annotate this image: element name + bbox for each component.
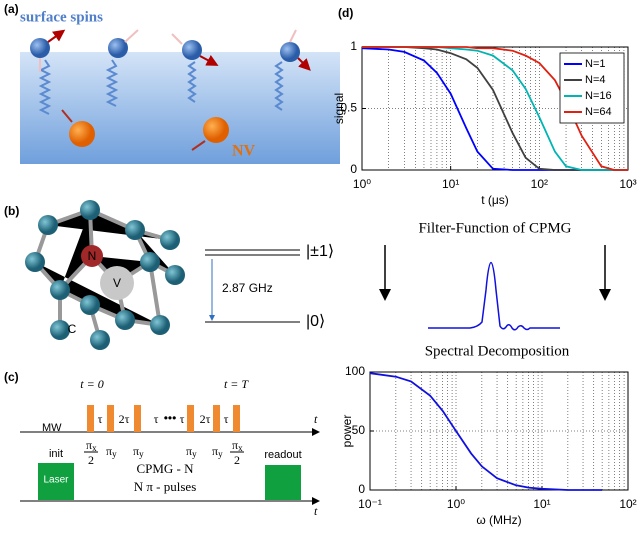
legend-label: N=16: [585, 90, 612, 102]
x-tick-label: 10⁰: [353, 177, 371, 191]
cpmg-label: CPMG - N: [136, 461, 194, 476]
pulse-label: πx: [86, 438, 97, 453]
panel-b: (b) N V C |±1⟩ |0⟩ 2.87 GHz: [4, 200, 334, 350]
atom-label: C: [68, 322, 77, 336]
panel-a: (a) surface spins NV: [4, 2, 340, 164]
pulse-den: 2: [88, 453, 94, 467]
mw-pulse: [187, 405, 194, 432]
pulse-symbol: π: [232, 438, 238, 452]
gap-label: 2.87 GHz: [222, 281, 273, 295]
filter-function: [428, 262, 560, 331]
axis-label: t: [314, 412, 318, 426]
x-tick-label: 10¹: [533, 497, 550, 511]
x-axis-label: ω (MHz): [476, 513, 521, 527]
pulse-label: πx: [232, 438, 243, 453]
delay-label: τ: [154, 412, 159, 426]
spectral-title: Spectral Decomposition: [425, 343, 570, 359]
panel-label: (b): [4, 204, 19, 218]
y-tick-label: 0.5: [340, 101, 357, 115]
surface: [20, 52, 340, 164]
panel-label: (c): [4, 370, 19, 384]
pulse-sub: y: [192, 449, 197, 459]
laser-pulse: [38, 463, 74, 500]
level-label: |±1⟩: [306, 243, 334, 260]
readout-label: readout: [264, 449, 301, 461]
delay-label: τ: [224, 412, 229, 426]
x-tick-label: 10³: [619, 177, 636, 191]
nv-label: NV: [232, 143, 256, 160]
legend-label: N=64: [585, 106, 612, 118]
levels: [205, 249, 300, 323]
plot-frame: [369, 371, 629, 491]
delay-label: 2τ: [200, 412, 211, 426]
y-axis-label: signal: [332, 93, 346, 124]
atom-label: V: [113, 276, 121, 290]
level-label: |0⟩: [306, 313, 325, 330]
x-tick-label: 10¹: [442, 177, 459, 191]
panel-d: (d) Filter-Function of CPMG Spectral Dec…: [338, 6, 611, 359]
y-tick-label: 50: [352, 423, 366, 437]
legend-label: N=4: [585, 74, 606, 86]
readout-pulse: [265, 465, 301, 500]
init-label: init: [49, 448, 63, 460]
y-tick-label: 100: [345, 364, 365, 378]
legend-label: N=1: [585, 58, 606, 70]
delay-label: τ: [98, 412, 103, 426]
pulse-sub: y: [139, 449, 144, 459]
x-axis-label: t (μs): [481, 193, 509, 207]
pulse-symbol: π: [212, 444, 218, 458]
pulse-symbol: π: [106, 444, 112, 458]
pulse-sub: y: [218, 449, 223, 459]
line: [362, 46, 628, 171]
panel-label: (d): [338, 6, 353, 20]
mw-pulse: [213, 405, 220, 432]
filter-title: Filter-Function of CPMG: [418, 220, 571, 236]
plot-frame: [361, 46, 629, 171]
springs: [38, 59, 284, 115]
panel-label: (a): [4, 2, 19, 16]
axis-label: t: [314, 504, 318, 518]
x-tick-label: 10²: [619, 497, 636, 511]
mw-pulse: [107, 405, 114, 432]
y-axis-label: power: [340, 415, 354, 448]
pulse-label: πy: [106, 444, 117, 459]
pulse-label: πy: [186, 444, 197, 459]
pulse-symbol: π: [86, 438, 92, 452]
x-tick-label: 10²: [531, 177, 548, 191]
mw-label: MW: [42, 422, 62, 434]
x-tick-label: 10⁻¹: [358, 497, 382, 511]
atom-label: N: [88, 249, 97, 263]
mw-pulse: [233, 405, 240, 432]
spins: [30, 29, 311, 151]
line: [369, 372, 603, 491]
pulse-sub: x: [92, 443, 97, 453]
laser-label: Laser: [43, 475, 69, 486]
pulse-den: 2: [234, 453, 240, 467]
pulse-symbol: π: [186, 444, 192, 458]
y-tick-label: 0: [358, 482, 365, 496]
delay-label: 2τ: [119, 412, 130, 426]
pulse-symbol: π: [133, 444, 139, 458]
time-label: t = 0: [80, 377, 103, 391]
time-label: t = T: [224, 377, 249, 391]
pulse-label: πy: [133, 444, 144, 459]
carbon-atoms: [25, 200, 185, 350]
ellipsis: •••: [164, 411, 177, 425]
mw-pulse: [134, 405, 141, 432]
mw-pulse: [87, 405, 94, 432]
panel-c: (c) t = 0 t = T MW init Laser readout CP…: [4, 370, 320, 518]
y-tick-label: 0: [350, 162, 357, 176]
delay-label: τ: [180, 412, 185, 426]
y-tick-label: 1: [350, 39, 357, 53]
x-tick-label: 10⁰: [447, 497, 465, 511]
pulse-label: πy: [212, 444, 223, 459]
spins-label: surface spins: [20, 9, 103, 25]
pulses-label: N π - pulses: [134, 479, 197, 494]
pulse-sub: x: [238, 443, 243, 453]
pulse-sub: y: [112, 449, 117, 459]
